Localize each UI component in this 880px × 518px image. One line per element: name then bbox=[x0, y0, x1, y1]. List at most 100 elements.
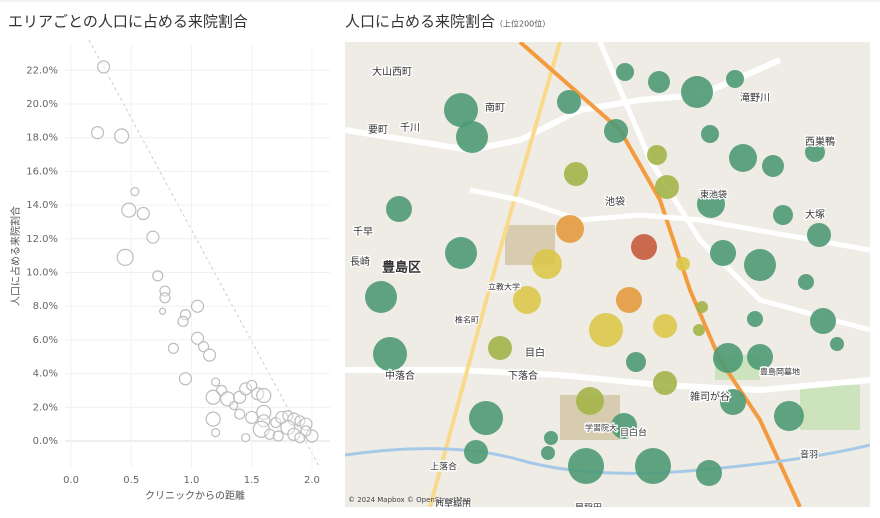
map-bubble[interactable] bbox=[611, 413, 637, 439]
map-bubble[interactable] bbox=[635, 448, 671, 484]
map-bubble[interactable] bbox=[810, 308, 836, 334]
x-axis-label: クリニックからの距離 bbox=[145, 489, 245, 502]
point bbox=[245, 410, 259, 425]
point bbox=[210, 377, 221, 387]
y-tick-label: 6.0% bbox=[33, 335, 58, 346]
point bbox=[90, 126, 105, 140]
map-bubble[interactable] bbox=[541, 446, 555, 460]
map-bubble[interactable] bbox=[710, 240, 736, 266]
map-bubble[interactable] bbox=[513, 286, 541, 314]
scatter-title: エリアごとの人口に占める来院割合 bbox=[8, 13, 248, 31]
map-bubble[interactable] bbox=[444, 93, 478, 127]
map-bubble[interactable] bbox=[464, 440, 488, 464]
map-bubble[interactable] bbox=[604, 119, 628, 143]
y-tick-label: 18.0% bbox=[26, 133, 58, 144]
map-label: 立教大学 bbox=[488, 282, 520, 292]
y-tick-label: 0.0% bbox=[33, 436, 58, 447]
road bbox=[428, 42, 562, 507]
map-bubble[interactable] bbox=[747, 311, 763, 327]
road bbox=[597, 42, 870, 333]
point bbox=[205, 389, 221, 405]
map-bubble[interactable] bbox=[648, 71, 670, 93]
map-bubble[interactable] bbox=[729, 144, 757, 172]
map-label: 池袋 bbox=[605, 195, 625, 208]
map-bubble[interactable] bbox=[532, 249, 562, 279]
map-bubble[interactable] bbox=[696, 301, 708, 313]
map-bubble[interactable] bbox=[681, 76, 713, 108]
y-tick-label: 14.0% bbox=[26, 200, 58, 211]
map-bubble[interactable] bbox=[616, 63, 634, 81]
map-bubble[interactable] bbox=[456, 121, 488, 153]
point bbox=[179, 309, 192, 321]
map-label: 大山西町 bbox=[372, 65, 412, 78]
x-tick-label: 1.0 bbox=[184, 475, 200, 486]
map-bubble[interactable] bbox=[696, 460, 722, 486]
map-bubble[interactable] bbox=[798, 274, 814, 290]
map-bubble[interactable] bbox=[693, 324, 705, 336]
map-bubble[interactable] bbox=[576, 387, 604, 415]
map-label: 目白 bbox=[525, 346, 545, 359]
map-label: 目白台 bbox=[620, 427, 647, 439]
map-bubble[interactable] bbox=[713, 343, 743, 373]
point bbox=[121, 202, 137, 218]
y-tick-label: 10.0% bbox=[26, 268, 58, 279]
map-bubble[interactable] bbox=[626, 352, 646, 372]
map-bubble[interactable] bbox=[830, 337, 844, 351]
map-bubble[interactable] bbox=[655, 175, 679, 199]
point bbox=[229, 401, 239, 411]
map-bubble[interactable] bbox=[807, 223, 831, 247]
map-bubble[interactable] bbox=[647, 145, 667, 165]
point bbox=[96, 60, 111, 74]
map-label: 早稲田 bbox=[575, 502, 602, 514]
map-bubble[interactable] bbox=[445, 237, 477, 269]
map-label: 滝野川 bbox=[740, 92, 770, 104]
map-bubble[interactable] bbox=[568, 448, 604, 484]
map-label: 椎名町 bbox=[455, 315, 479, 325]
point bbox=[205, 411, 221, 427]
map-bubble[interactable] bbox=[557, 90, 581, 114]
map-bubbles bbox=[365, 63, 844, 486]
road bbox=[469, 187, 870, 253]
map-bubble[interactable] bbox=[697, 190, 725, 218]
point bbox=[287, 427, 301, 441]
map-bubble[interactable] bbox=[701, 125, 719, 143]
x-tick-label: 2.0 bbox=[304, 475, 320, 486]
map-label: 西巣鴨 bbox=[805, 135, 835, 148]
map-label: 東池袋 bbox=[700, 189, 727, 201]
map-title: 人口に占める来院割合 bbox=[345, 13, 495, 31]
map-bubble[interactable] bbox=[589, 313, 623, 347]
point bbox=[116, 248, 134, 266]
map-bubble[interactable] bbox=[488, 336, 512, 360]
map-bubble[interactable] bbox=[762, 155, 784, 177]
map-bubble[interactable] bbox=[653, 314, 677, 338]
map-bubble[interactable] bbox=[365, 281, 397, 313]
point bbox=[300, 425, 312, 437]
map-label: 学習院大 bbox=[585, 423, 617, 433]
map-bubble[interactable] bbox=[774, 401, 804, 431]
map-bubble[interactable] bbox=[631, 234, 657, 260]
map-bubble[interactable] bbox=[616, 287, 642, 313]
map-bubble[interactable] bbox=[676, 257, 690, 271]
point bbox=[178, 372, 193, 386]
map-bubble[interactable] bbox=[373, 337, 407, 371]
map-label: 大塚 bbox=[805, 208, 825, 221]
map-bubble[interactable] bbox=[720, 389, 746, 415]
point bbox=[264, 428, 276, 440]
map-bubble[interactable] bbox=[747, 344, 773, 370]
map-bubble[interactable] bbox=[653, 371, 677, 395]
map-bubble[interactable] bbox=[805, 142, 825, 162]
point bbox=[239, 382, 253, 396]
map-bubble[interactable] bbox=[556, 215, 584, 243]
map-bubble[interactable] bbox=[564, 162, 588, 186]
map-bubble[interactable] bbox=[773, 205, 793, 225]
map-bubble[interactable] bbox=[744, 249, 776, 281]
point bbox=[241, 433, 251, 443]
y-tick-label: 8.0% bbox=[33, 301, 58, 312]
y-tick-label: 22.0% bbox=[26, 65, 58, 76]
map-bubble[interactable] bbox=[386, 196, 412, 222]
map-bubble[interactable] bbox=[544, 431, 558, 445]
map-bubble[interactable] bbox=[469, 401, 503, 435]
map-bubble[interactable] bbox=[726, 70, 744, 88]
